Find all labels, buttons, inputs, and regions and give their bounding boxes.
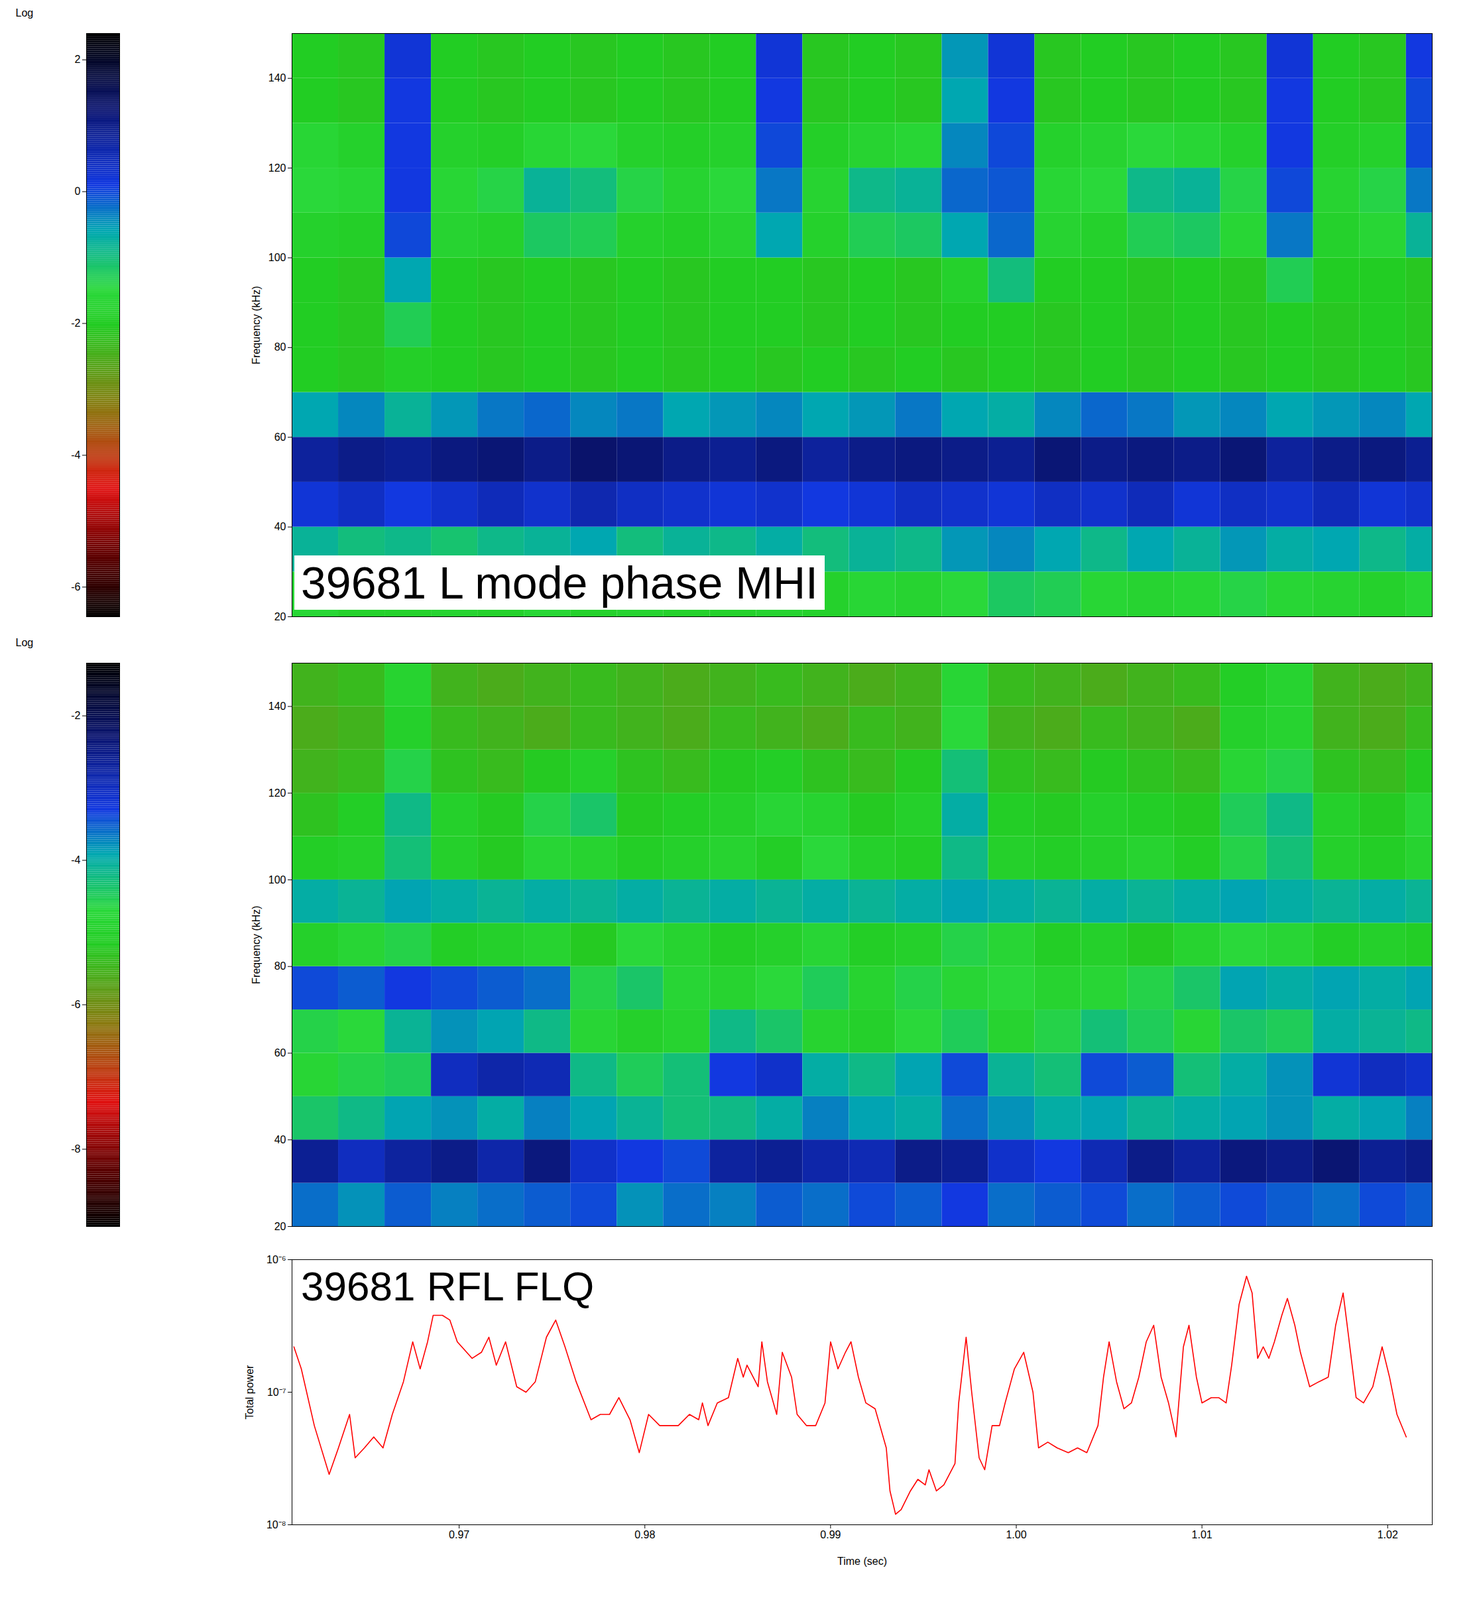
svg-text:Log: Log <box>15 7 34 19</box>
html-text:39681 L mode phase MHI: 39681 L mode phase MHI <box>300 557 819 608</box>
svg-text:0: 0 <box>74 185 81 197</box>
svg-text:80: 80 <box>274 960 287 972</box>
svg-text:60: 60 <box>274 1047 287 1059</box>
svg-text:40: 40 <box>274 521 287 533</box>
svg-text:140: 140 <box>268 700 287 712</box>
svg-text:0.99: 0.99 <box>820 1529 841 1541</box>
svg-text:10⁻⁸: 10⁻⁸ <box>266 1519 287 1531</box>
svg-text:-4: -4 <box>70 449 81 461</box>
svg-text:1.01: 1.01 <box>1191 1529 1213 1541</box>
svg-text:0.97: 0.97 <box>448 1529 470 1541</box>
svg-text:60: 60 <box>274 431 287 443</box>
svg-text:Frequency (kHz): Frequency (kHz) <box>250 905 262 984</box>
svg-text:1.00: 1.00 <box>1005 1529 1027 1541</box>
svg-text:20: 20 <box>274 611 287 623</box>
svg-text:120: 120 <box>268 787 287 799</box>
svg-text:100: 100 <box>268 874 287 886</box>
html-text:39681 RFL FLQ: 39681 RFL FLQ <box>300 1263 595 1310</box>
svg-text:10⁻⁷: 10⁻⁷ <box>267 1386 287 1399</box>
svg-text:-8: -8 <box>70 1143 81 1155</box>
svg-text:Log: Log <box>15 637 34 649</box>
svg-text:Frequency (kHz): Frequency (kHz) <box>250 285 262 364</box>
svg-text:Total power: Total power <box>243 1364 256 1420</box>
svg-text:2: 2 <box>74 53 81 65</box>
svg-text:100: 100 <box>268 251 287 264</box>
svg-text:Time (sec): Time (sec) <box>837 1555 887 1568</box>
svg-text:140: 140 <box>268 72 287 84</box>
svg-text:10⁻⁶: 10⁻⁶ <box>266 1254 286 1266</box>
svg-text:-6: -6 <box>70 999 81 1011</box>
svg-text:-4: -4 <box>70 854 81 866</box>
svg-text:120: 120 <box>268 162 287 174</box>
svg-text:0.98: 0.98 <box>634 1529 655 1541</box>
svg-text:80: 80 <box>274 341 287 353</box>
svg-text:40: 40 <box>274 1134 287 1146</box>
svg-text:-2: -2 <box>70 317 81 329</box>
svg-text:-2: -2 <box>70 709 81 722</box>
svg-text:-6: -6 <box>70 581 81 593</box>
svg-text:1.02: 1.02 <box>1377 1529 1399 1541</box>
svg-text:20: 20 <box>274 1221 287 1233</box>
